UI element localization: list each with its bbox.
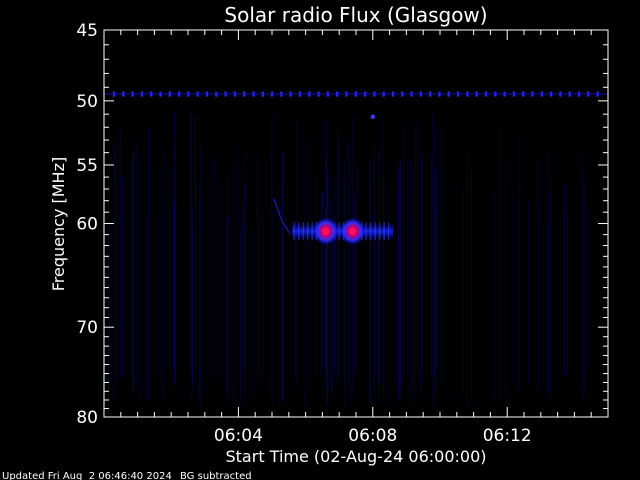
isolated-dot — [370, 114, 375, 120]
plot-area — [104, 91, 608, 407]
x-axis-title: Start Time (02-Aug-24 06:00:00) — [226, 447, 487, 466]
y-tick-label: 45 — [76, 21, 98, 41]
burst-hotspot-core — [322, 227, 330, 236]
drift-trace — [273, 198, 291, 235]
y-tick-label: 70 — [76, 318, 98, 338]
footer-bg-note: BG subtracted — [180, 471, 252, 480]
x-tick-label: 06:04 — [214, 426, 263, 446]
y-tick-label: 55 — [76, 156, 98, 176]
x-tick-label: 06:12 — [483, 426, 532, 446]
axis-ticks: 45 50 55 60 70 80 06:04 06:08 06:12 — [76, 21, 608, 446]
x-tick-label: 06:08 — [348, 426, 397, 446]
chart-title: Solar radio Flux (Glasgow) — [224, 3, 487, 27]
y-axis-title: Frequency [MHz] — [49, 157, 68, 291]
y-tick-label: 50 — [76, 92, 98, 112]
footer-updated: Updated Fri Aug 2 06:46:40 2024 — [2, 471, 172, 480]
y-tick-label: 80 — [76, 408, 98, 428]
burst-hotspot-core — [349, 227, 357, 236]
y-tick-label: 60 — [76, 215, 98, 235]
